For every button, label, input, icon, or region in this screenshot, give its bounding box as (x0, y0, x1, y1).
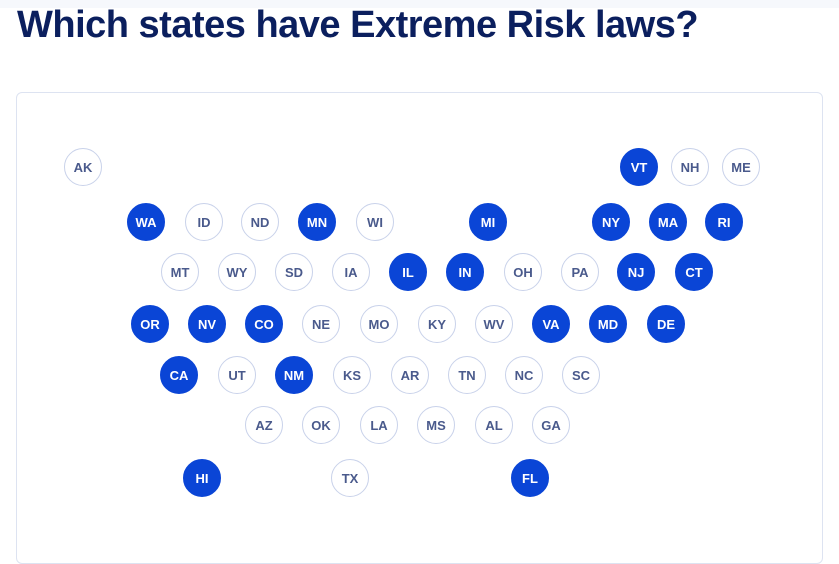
state-il[interactable]: IL (389, 253, 427, 291)
state-ky[interactable]: KY (418, 305, 456, 343)
state-ar[interactable]: AR (391, 356, 429, 394)
state-oh[interactable]: OH (504, 253, 542, 291)
state-ms[interactable]: MS (417, 406, 455, 444)
state-sc[interactable]: SC (562, 356, 600, 394)
state-ma[interactable]: MA (649, 203, 687, 241)
state-co[interactable]: CO (245, 305, 283, 343)
state-pa[interactable]: PA (561, 253, 599, 291)
state-wv[interactable]: WV (475, 305, 513, 343)
state-ia[interactable]: IA (332, 253, 370, 291)
state-la[interactable]: LA (360, 406, 398, 444)
state-az[interactable]: AZ (245, 406, 283, 444)
state-al[interactable]: AL (475, 406, 513, 444)
state-fl[interactable]: FL (511, 459, 549, 497)
state-mo[interactable]: MO (360, 305, 398, 343)
state-me[interactable]: ME (722, 148, 760, 186)
state-de[interactable]: DE (647, 305, 685, 343)
state-ca[interactable]: CA (160, 356, 198, 394)
state-nv[interactable]: NV (188, 305, 226, 343)
state-ga[interactable]: GA (532, 406, 570, 444)
state-ny[interactable]: NY (592, 203, 630, 241)
state-sd[interactable]: SD (275, 253, 313, 291)
top-bar (0, 0, 839, 8)
state-ri[interactable]: RI (705, 203, 743, 241)
state-wy[interactable]: WY (218, 253, 256, 291)
state-in[interactable]: IN (446, 253, 484, 291)
state-nj[interactable]: NJ (617, 253, 655, 291)
state-mt[interactable]: MT (161, 253, 199, 291)
state-or[interactable]: OR (131, 305, 169, 343)
state-nc[interactable]: NC (505, 356, 543, 394)
state-md[interactable]: MD (589, 305, 627, 343)
page-title: Which states have Extreme Risk laws? (17, 4, 699, 46)
state-wi[interactable]: WI (356, 203, 394, 241)
state-ak[interactable]: AK (64, 148, 102, 186)
state-hi[interactable]: HI (183, 459, 221, 497)
state-mn[interactable]: MN (298, 203, 336, 241)
state-ok[interactable]: OK (302, 406, 340, 444)
state-ut[interactable]: UT (218, 356, 256, 394)
state-nh[interactable]: NH (671, 148, 709, 186)
state-vt[interactable]: VT (620, 148, 658, 186)
state-ne[interactable]: NE (302, 305, 340, 343)
state-mi[interactable]: MI (469, 203, 507, 241)
state-tn[interactable]: TN (448, 356, 486, 394)
state-tx[interactable]: TX (331, 459, 369, 497)
state-va[interactable]: VA (532, 305, 570, 343)
state-nm[interactable]: NM (275, 356, 313, 394)
state-nd[interactable]: ND (241, 203, 279, 241)
state-id[interactable]: ID (185, 203, 223, 241)
state-ct[interactable]: CT (675, 253, 713, 291)
state-wa[interactable]: WA (127, 203, 165, 241)
state-ks[interactable]: KS (333, 356, 371, 394)
